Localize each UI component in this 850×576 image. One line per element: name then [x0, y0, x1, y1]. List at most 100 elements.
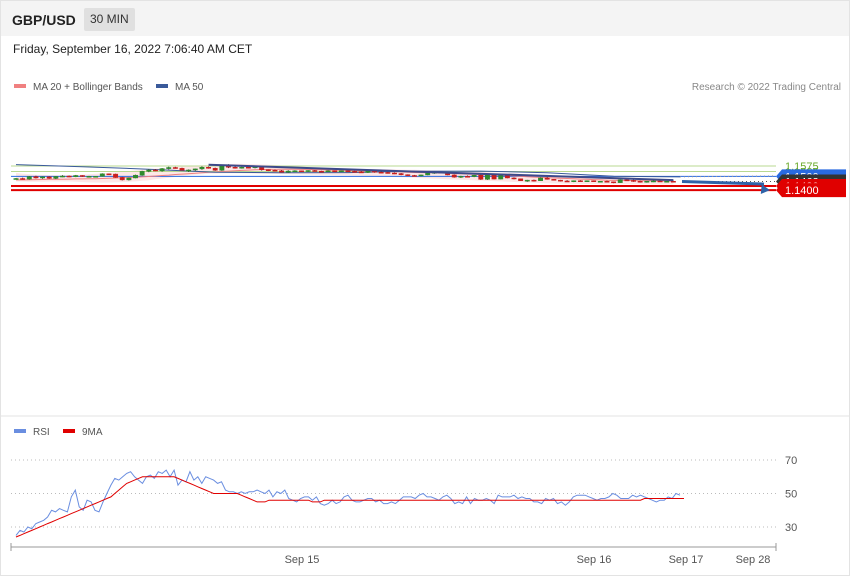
candle-body [465, 176, 470, 178]
candle-body [378, 171, 384, 174]
candle-body [664, 181, 670, 183]
candle-body [139, 171, 145, 176]
rsi-legend: RSI 9MA [14, 427, 103, 438]
candle-body [392, 172, 397, 175]
rsi-tick-label: 30 [785, 522, 797, 534]
candle-body [418, 174, 424, 177]
candle-body [152, 169, 158, 172]
legend-swatch-rsi [14, 429, 26, 433]
moving-averages [15, 164, 777, 182]
candle-body [604, 181, 610, 183]
candle-body [564, 180, 570, 183]
candle-body [670, 181, 676, 183]
candle-body [484, 174, 490, 180]
support-badge [776, 183, 846, 198]
candle-body [538, 177, 544, 181]
candle-body [133, 174, 138, 179]
candle-body [544, 177, 550, 180]
legend-swatch-9ma [63, 429, 75, 433]
candle-body [206, 166, 212, 169]
date-label: Friday, September 16, 2022 7:06:40 AM CE… [13, 42, 253, 56]
timeframe-button[interactable]: 30 MIN [84, 8, 135, 31]
candle-body [166, 167, 172, 169]
candle-body [425, 173, 431, 176]
candle-body [53, 176, 59, 179]
candle-body [531, 179, 537, 182]
credit-text: Research © 2022 Trading Central [692, 82, 841, 93]
candle-body [179, 168, 185, 171]
candle-body [93, 176, 99, 178]
candle-body [411, 175, 417, 177]
candle-body [451, 174, 457, 178]
candle-body [584, 180, 590, 182]
candle-body [13, 178, 19, 180]
candle-body [172, 167, 178, 169]
candle-body [192, 168, 198, 171]
candle-body [299, 170, 304, 173]
candle-body [212, 168, 218, 171]
candle-body [571, 180, 577, 182]
candle-body [504, 175, 510, 179]
candle-body [332, 170, 338, 173]
rsi-tick-label: 50 [785, 489, 797, 501]
candle-body [611, 181, 617, 184]
candle-body [657, 180, 663, 183]
support-label: 1.1400 [785, 185, 819, 197]
candle-body [292, 170, 298, 173]
candle-body [186, 169, 192, 172]
candle-body [318, 170, 324, 173]
candle-body [650, 180, 656, 183]
candle-body [146, 169, 152, 172]
candle-body [637, 181, 643, 183]
candle-body [478, 174, 484, 180]
candle-body [551, 179, 557, 181]
candle-body [345, 170, 351, 173]
candle-body [617, 179, 623, 183]
legend-swatch-bb [14, 84, 26, 88]
x-tick-label: Sep 16 [577, 554, 612, 566]
candle-body [285, 170, 291, 173]
candle-body [498, 175, 504, 180]
forecast-arrow-head [760, 184, 770, 194]
candle-body [272, 170, 278, 172]
x-tick-label: Sep 17 [669, 554, 704, 566]
candle-body [471, 174, 477, 177]
ma50-projection [679, 175, 777, 178]
candle-body [312, 170, 318, 172]
candle-body [113, 173, 119, 178]
candle-body [305, 170, 311, 172]
candle-body [405, 174, 411, 176]
candle-body [591, 180, 597, 182]
legend-label-ma50: MA 50 [175, 82, 204, 93]
candle-body [631, 180, 636, 182]
candle-body [511, 177, 517, 180]
candle-body [86, 176, 92, 178]
candle-body [245, 166, 251, 169]
candle-body [358, 171, 364, 174]
candle-body [20, 178, 26, 180]
candle-body [33, 176, 39, 179]
candle-body [126, 177, 132, 181]
candle-body [644, 181, 650, 183]
candle-body [73, 175, 79, 177]
candle-body [26, 176, 32, 180]
candle-body [597, 181, 603, 183]
symbol-label: GBP/USD [12, 12, 76, 28]
ma50-line [15, 164, 681, 178]
rsi-9ma-line [15, 476, 684, 538]
candle-body [385, 172, 391, 174]
legend-label-rsi: RSI [33, 427, 50, 438]
candle-body [491, 174, 497, 180]
candle-body [458, 176, 464, 178]
downtrend-line [208, 163, 674, 182]
candle-body [119, 177, 125, 181]
candle-body [558, 179, 563, 182]
candle-body [106, 173, 112, 176]
candle-body [199, 166, 205, 170]
x-tick-label: Sep 15 [285, 554, 320, 566]
rsi-line [15, 468, 681, 536]
candle-body [518, 178, 524, 181]
candle-body [46, 176, 52, 179]
candle-body [265, 169, 271, 171]
